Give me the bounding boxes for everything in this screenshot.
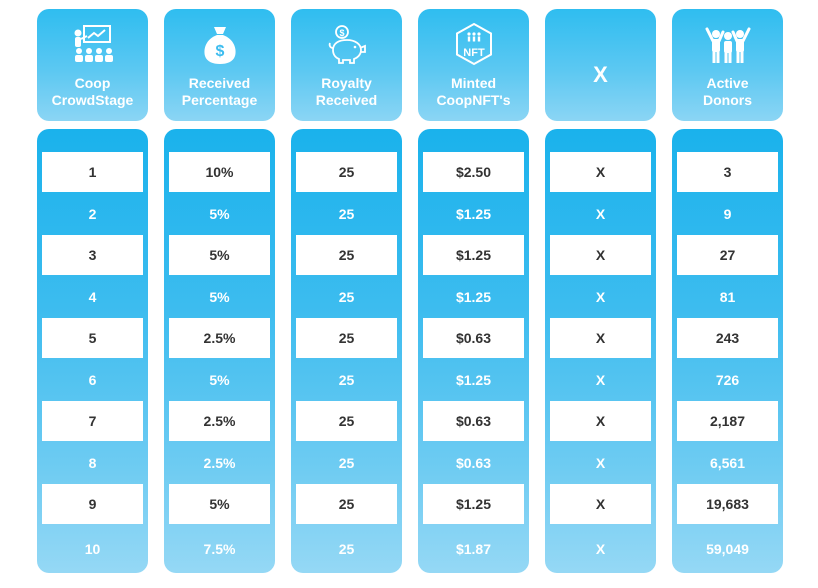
column-body: 10% 5% 5% 5% 2.5% 5% 2.5% 2.5% 5% 7.5% [164, 129, 275, 573]
nft-hexagon-icon: NFT [418, 22, 529, 66]
column-body: 3 9 27 81 243 726 2,187 6,561 19,683 59,… [672, 129, 783, 573]
header-coop-crowdstage: Coop CrowdStage [37, 9, 148, 121]
table-cell: $0.63 [423, 318, 524, 358]
table-cell: 25 [338, 372, 355, 388]
table-cell: $1.25 [423, 235, 524, 275]
money-bag-icon: $ [164, 23, 275, 65]
header-royalty-received: $ Royalty Received [291, 9, 402, 121]
table-cell: 25 [338, 455, 355, 471]
table-cell: $1.25 [423, 484, 524, 524]
table-cell: 7 [42, 401, 143, 441]
table-cell: 3 [42, 235, 143, 275]
table-cell: X [595, 455, 606, 471]
table-cell: 8 [88, 455, 97, 471]
table-cell: $1.25 [455, 206, 492, 222]
table-cell: 2 [88, 206, 97, 222]
header-label: X [593, 61, 608, 87]
table-cell: 3 [677, 152, 778, 192]
table-cell: 25 [338, 206, 355, 222]
header-label: Minted CoopNFT's [436, 75, 511, 108]
table-cell: 10% [169, 152, 270, 192]
table-cell: 9 [723, 206, 732, 222]
header-x: X [545, 9, 656, 121]
table-cell: 6 [88, 372, 97, 388]
table-cell: 7.5% [203, 541, 236, 557]
table-cell: 27 [677, 235, 778, 275]
table-cell: X [550, 235, 651, 275]
header-label: Royalty Received [315, 75, 378, 108]
table-cell: 10 [84, 541, 101, 557]
group-celebrating-icon [672, 23, 783, 65]
table-cell: 25 [296, 401, 397, 441]
table-cell: 5% [209, 289, 230, 305]
table-cell: $0.63 [423, 401, 524, 441]
table-cell: $1.25 [455, 372, 492, 388]
column-body: X X X X X X X X X X [545, 129, 656, 573]
column-body: 1 2 3 4 5 6 7 8 9 10 [37, 129, 148, 573]
table-cell: X [550, 152, 651, 192]
table-cell: X [550, 401, 651, 441]
header-received-percentage: $ Received Percentage [164, 9, 275, 121]
table-cell: 5% [209, 206, 230, 222]
table-cell: X [595, 289, 606, 305]
table-cell: 25 [296, 152, 397, 192]
table-cell: 2.5% [169, 318, 270, 358]
table-cell: X [595, 541, 606, 557]
table-cell: 2.5% [203, 455, 236, 471]
table-cell: 2,187 [677, 401, 778, 441]
table-cell: 2.5% [169, 401, 270, 441]
table-cell: 59,049 [706, 541, 749, 557]
table-cell: 5% [209, 372, 230, 388]
header-label: Received Percentage [181, 75, 258, 108]
table-cell: 5% [169, 235, 270, 275]
header-active-donors: Active Donors [672, 9, 783, 121]
table-cell: 25 [338, 289, 355, 305]
table-cell: X [595, 372, 606, 388]
column-body: $2.50 $1.25 $1.25 $1.25 $0.63 $1.25 $0.6… [418, 129, 529, 573]
table-cell: 5% [169, 484, 270, 524]
table-cell: 9 [42, 484, 143, 524]
table-cell: X [550, 484, 651, 524]
table-cell: 5 [42, 318, 143, 358]
table-cell: X [595, 206, 606, 222]
svg-text:$: $ [215, 43, 224, 60]
table-cell: X [550, 318, 651, 358]
table-cell: 25 [296, 318, 397, 358]
header-minted-coopnfts: NFT Minted CoopNFT's [418, 9, 529, 121]
table-cell: 726 [715, 372, 740, 388]
column-body: 25 25 25 25 25 25 25 25 25 25 [291, 129, 402, 573]
presentation-audience-icon [37, 23, 148, 65]
header-label: Active Donors [703, 75, 752, 108]
table-cell: 81 [719, 289, 736, 305]
table-cell: 19,683 [677, 484, 778, 524]
table-cell: $2.50 [423, 152, 524, 192]
table-cell: $1.87 [455, 541, 492, 557]
table-cell: 25 [296, 235, 397, 275]
table-cell: 4 [88, 289, 97, 305]
table-cell: 243 [677, 318, 778, 358]
svg-text:$: $ [339, 28, 344, 38]
table-cell: 1 [42, 152, 143, 192]
header-label: Coop CrowdStage [51, 75, 134, 108]
table-cell: 25 [296, 484, 397, 524]
table-cell: $1.25 [455, 289, 492, 305]
piggy-bank-icon: $ [291, 23, 402, 65]
table-cell: 25 [338, 541, 355, 557]
table-cell: $0.63 [455, 455, 492, 471]
table-cell: 6,561 [709, 455, 746, 471]
nft-icon-text: NFT [463, 47, 485, 59]
